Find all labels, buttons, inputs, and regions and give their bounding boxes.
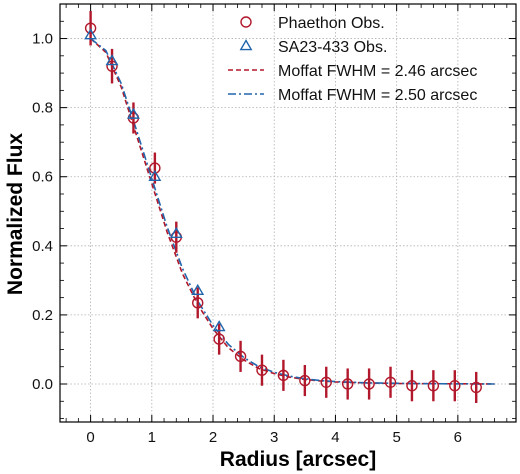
sa23-433-point bbox=[148, 169, 162, 182]
legend-entry: Phaethon Obs. bbox=[240, 15, 385, 32]
x-tick-label: 0 bbox=[86, 429, 94, 446]
phaethon-point bbox=[341, 378, 354, 390]
sa23-433-point bbox=[169, 226, 183, 239]
series-line bbox=[90, 37, 495, 385]
y-tick-label: 1.0 bbox=[32, 31, 53, 48]
phaethon-point bbox=[149, 162, 161, 174]
x-axis-title: Radius [arcsec] bbox=[220, 448, 376, 471]
legend-label: Moffat FWHM = 2.50 arcsec bbox=[278, 87, 477, 104]
y-tick-label: 0.6 bbox=[32, 169, 53, 186]
y-tick-label: 0.4 bbox=[32, 238, 53, 255]
y-axis-title: Normalized Flux bbox=[4, 133, 27, 296]
phaethon-point bbox=[192, 297, 204, 309]
phaethon-point bbox=[234, 350, 247, 363]
sa23-433-point bbox=[191, 283, 205, 296]
phaethon-point bbox=[384, 376, 397, 388]
sa23-433-point bbox=[212, 320, 226, 332]
x-tick-label: 1 bbox=[148, 429, 156, 446]
sa23-433-point bbox=[105, 54, 119, 66]
legend-label: SA23-433 Obs. bbox=[278, 39, 387, 56]
phaethon-point bbox=[363, 378, 375, 390]
legend: Phaethon Obs. SA23-433 Obs. Moffat FWHM = … bbox=[228, 15, 477, 104]
series-layer bbox=[84, 10, 495, 403]
legend-marker-circle bbox=[240, 16, 252, 28]
grid bbox=[60, 4, 516, 422]
axes-frame bbox=[59, 3, 517, 423]
y-tick-label: 0.0 bbox=[32, 376, 53, 393]
x-tick-label: 5 bbox=[392, 429, 400, 446]
sa23-433-point bbox=[84, 28, 98, 40]
phaethon-point bbox=[106, 60, 118, 72]
sa23-433-point bbox=[127, 107, 140, 119]
phaethon-point bbox=[406, 380, 418, 392]
legend-entry: SA23-433 Obs. bbox=[239, 39, 387, 56]
phaethon-point bbox=[320, 376, 332, 388]
x-tick-label: 2 bbox=[209, 429, 217, 446]
phaethon-point bbox=[449, 380, 461, 392]
phaethon-point bbox=[470, 381, 482, 394]
plot-background bbox=[60, 4, 516, 422]
phaethon-point bbox=[427, 380, 440, 392]
ticks: 0 1 2 3 4 5 6 0.0 0.2 0.4 0.6 0.8 1.0 bbox=[32, 4, 516, 446]
legend-entry: Moffat FWHM = 2.50 arcsec bbox=[228, 87, 477, 104]
phaethon-point bbox=[84, 22, 97, 34]
y-tick-label: 0.8 bbox=[32, 100, 53, 117]
x-tick-label: 4 bbox=[331, 429, 339, 446]
axes-border bbox=[59, 3, 517, 423]
legend-entry: Moffat FWHM = 2.46 arcsec bbox=[228, 63, 477, 80]
series-line bbox=[90, 37, 495, 385]
legend-label: Phaethon Obs. bbox=[278, 15, 385, 32]
phaethon-point bbox=[213, 333, 225, 345]
legend-label: Moffat FWHM = 2.46 arcsec bbox=[278, 63, 477, 80]
phaethon-point bbox=[277, 369, 290, 382]
legend-marker-triangle bbox=[239, 39, 253, 51]
y-tick-label: 0.2 bbox=[32, 307, 53, 324]
x-tick-label: 6 bbox=[454, 429, 462, 446]
phaethon-point bbox=[299, 374, 311, 387]
phaethon-point bbox=[256, 364, 268, 376]
x-tick-label: 3 bbox=[270, 429, 278, 446]
